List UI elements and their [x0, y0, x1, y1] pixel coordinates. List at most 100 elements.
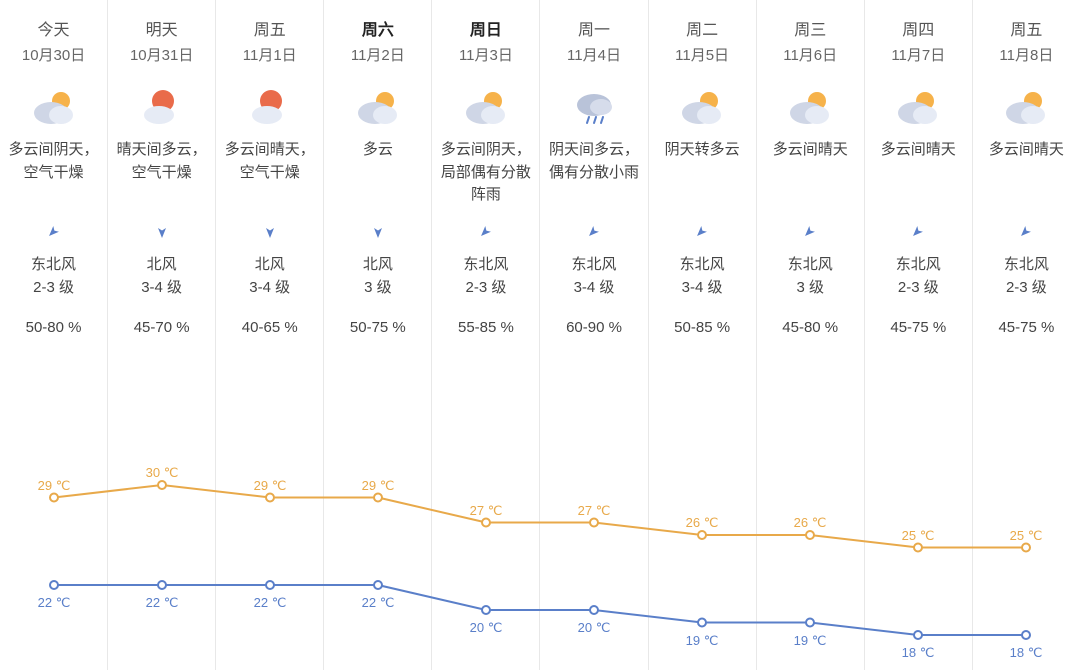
temp-high-label: 26 ℃	[686, 515, 719, 531]
sun-cloud-icon	[247, 87, 293, 127]
day-name: 周一	[578, 20, 610, 42]
wind-direction: 北风	[147, 253, 177, 274]
temp-high-label: 25 ℃	[1010, 528, 1043, 544]
day-column[interactable]: 周二 11月5日 阴天转多云 东北风 3-4 级 50-85 %	[649, 0, 757, 670]
day-date: 11月4日	[567, 44, 621, 65]
day-column[interactable]: 周六 11月2日 多云 北风 3 级 50-75 %	[324, 0, 432, 670]
wind-arrow-icon	[908, 221, 928, 241]
weather-condition: 晴天间多云，空气干燥	[108, 139, 215, 211]
wind-direction: 东北风	[680, 253, 725, 274]
wind-arrow-icon	[152, 221, 172, 241]
humidity: 60-90 %	[566, 319, 622, 336]
cloud-sun-icon	[31, 87, 77, 127]
wind-arrow-icon	[368, 221, 388, 241]
day-name: 周五	[1010, 20, 1042, 42]
wind-level: 3 级	[364, 276, 392, 297]
temp-low-label: 18 ℃	[1010, 645, 1043, 661]
temp-high-label: 27 ℃	[470, 503, 503, 519]
humidity: 55-85 %	[458, 319, 514, 336]
day-date: 11月2日	[351, 44, 405, 65]
day-date: 11月1日	[243, 44, 297, 65]
day-column[interactable]: 周三 11月6日 多云间晴天 东北风 3 级 45-80 %	[757, 0, 865, 670]
temp-high-label: 26 ℃	[794, 515, 827, 531]
wind-arrow-icon	[476, 221, 496, 241]
temp-high-label: 30 ℃	[146, 465, 179, 481]
wind-level: 2-3 级	[898, 276, 939, 297]
temp-low-label: 20 ℃	[578, 620, 611, 636]
wind-level: 3-4 级	[574, 276, 615, 297]
wind-arrow-icon	[1016, 221, 1036, 241]
cloud-sun-icon	[1003, 87, 1049, 127]
day-column[interactable]: 周五 11月1日 多云间晴天，空气干燥 北风 3-4 级 40-65 %	[216, 0, 324, 670]
wind-level: 2-3 级	[465, 276, 506, 297]
wind-level: 2-3 级	[1006, 276, 1047, 297]
day-column[interactable]: 明天 10月31日 晴天间多云，空气干燥 北风 3-4 级 45-70 %	[108, 0, 216, 670]
day-date: 10月31日	[130, 44, 193, 65]
day-column[interactable]: 今天 10月30日 多云间阴天，空气干燥 东北风 2-3 级 50-80 %	[0, 0, 108, 670]
day-date: 11月8日	[999, 44, 1053, 65]
wind-arrow-icon	[800, 221, 820, 241]
day-name: 周日	[470, 20, 502, 42]
wind-direction: 东北风	[572, 253, 617, 274]
day-date: 11月3日	[459, 44, 513, 65]
forecast-grid: 今天 10月30日 多云间阴天，空气干燥 东北风 2-3 级 50-80 % 明…	[0, 0, 1080, 670]
weather-condition: 多云间晴天，空气干燥	[216, 139, 323, 211]
day-date: 11月7日	[891, 44, 945, 65]
temp-low-label: 22 ℃	[146, 595, 179, 611]
day-name: 今天	[38, 20, 70, 42]
day-name: 明天	[146, 20, 178, 42]
wind-level: 2-3 级	[33, 276, 74, 297]
temp-low-label: 19 ℃	[686, 633, 719, 649]
humidity: 45-75 %	[998, 319, 1054, 336]
wind-direction: 东北风	[896, 253, 941, 274]
temp-low-label: 22 ℃	[38, 595, 71, 611]
wind-arrow-icon	[584, 221, 604, 241]
temp-high-label: 29 ℃	[254, 478, 287, 494]
wind-arrow-icon	[260, 221, 280, 241]
cloud-sun-icon	[895, 87, 941, 127]
weather-condition: 阴天转多云	[659, 139, 746, 211]
wind-direction: 东北风	[1004, 253, 1049, 274]
temp-high-label: 29 ℃	[362, 478, 395, 494]
wind-direction: 北风	[363, 253, 393, 274]
temp-low-label: 18 ℃	[902, 645, 935, 661]
temp-high-label: 25 ℃	[902, 528, 935, 544]
weather-condition: 阴天间多云，偶有分散小雨	[540, 139, 647, 211]
temp-low-label: 22 ℃	[362, 595, 395, 611]
day-name: 周五	[254, 20, 286, 42]
day-date: 11月6日	[783, 44, 837, 65]
wind-direction: 东北风	[788, 253, 833, 274]
temp-low-label: 20 ℃	[470, 620, 503, 636]
day-column[interactable]: 周四 11月7日 多云间晴天 东北风 2-3 级 45-75 %	[865, 0, 973, 670]
day-column[interactable]: 周一 11月4日 阴天间多云，偶有分散小雨 东北风 3-4 级 60-90 %	[540, 0, 648, 670]
wind-level: 3-4 级	[141, 276, 182, 297]
cloud-sun-icon	[787, 87, 833, 127]
temp-high-label: 29 ℃	[38, 478, 71, 494]
wind-direction: 北风	[255, 253, 285, 274]
cloud-sun-icon	[355, 87, 401, 127]
wind-level: 3 级	[796, 276, 824, 297]
day-column[interactable]: 周五 11月8日 多云间晴天 东北风 2-3 级 45-75 %	[973, 0, 1080, 670]
wind-direction: 东北风	[463, 253, 508, 274]
humidity: 50-75 %	[350, 319, 406, 336]
temp-low-label: 22 ℃	[254, 595, 287, 611]
wind-level: 3-4 级	[682, 276, 723, 297]
wind-arrow-icon	[692, 221, 712, 241]
day-column[interactable]: 周日 11月3日 多云间阴天，局部偶有分散阵雨 东北风 2-3 级 55-85 …	[432, 0, 540, 670]
weather-condition: 多云间晴天	[983, 139, 1070, 211]
humidity: 45-75 %	[890, 319, 946, 336]
humidity: 50-85 %	[674, 319, 730, 336]
weather-condition: 多云间晴天	[875, 139, 962, 211]
day-name: 周二	[686, 20, 718, 42]
wind-arrow-icon	[44, 221, 64, 241]
day-name: 周三	[794, 20, 826, 42]
wind-level: 3-4 级	[249, 276, 290, 297]
cloud-rain-icon	[571, 87, 617, 127]
sun-cloud-icon	[139, 87, 185, 127]
temp-high-label: 27 ℃	[578, 503, 611, 519]
wind-direction: 东北风	[31, 253, 76, 274]
day-name: 周四	[902, 20, 934, 42]
day-name: 周六	[362, 20, 394, 42]
humidity: 50-80 %	[26, 319, 82, 336]
weather-condition: 多云间晴天	[767, 139, 854, 211]
